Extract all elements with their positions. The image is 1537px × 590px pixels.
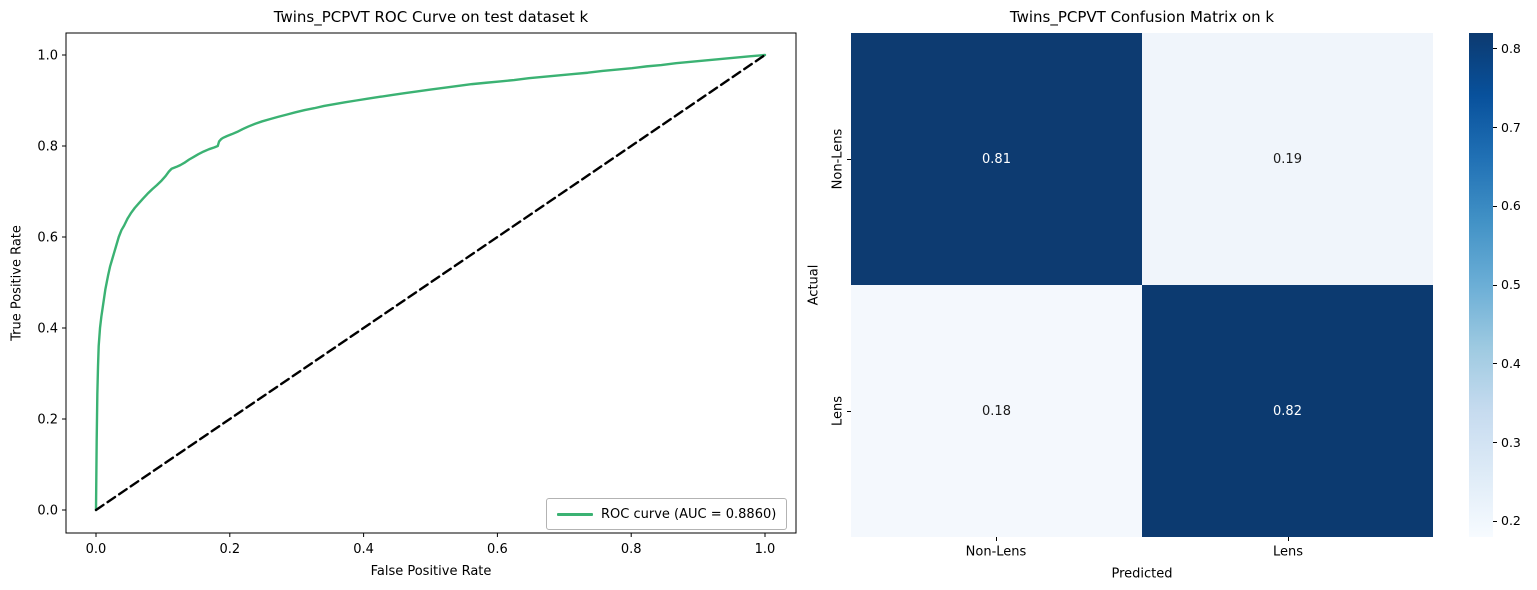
roc-y-tick-label: 0.0 — [37, 504, 58, 519]
colorbar-tick-label: 0.2 — [1501, 513, 1521, 529]
cm-y-tick — [847, 411, 851, 412]
roc-curve-line — [94, 53, 767, 512]
roc-plot-title: Twins_PCPVT ROC Curve on test dataset k — [273, 8, 589, 26]
colorbar-tick — [1493, 520, 1497, 522]
cm-x-tick — [1288, 537, 1289, 541]
roc-x-tick-label: 0.2 — [219, 542, 240, 557]
colorbar-tick — [1493, 284, 1497, 286]
colorbar-tick-label: 0.8 — [1501, 40, 1521, 56]
roc-y-tick-label: 0.2 — [37, 413, 58, 428]
colorbar-tick — [1493, 205, 1497, 207]
cm-cell: 0.19 — [1142, 33, 1433, 285]
roc-x-tick-label: 1.0 — [755, 542, 776, 557]
cm-x-axis-label: Predicted — [1111, 566, 1173, 582]
colorbar-tick — [1493, 127, 1497, 128]
cm-y-tick — [847, 159, 851, 160]
cm-x-tick — [996, 537, 997, 541]
confusion-matrix-heatmap: 0.81 0.19 0.18 0.82 — [851, 33, 1433, 537]
cm-y-tick-label-non-lens: Non-Lens — [830, 128, 846, 190]
colorbar-tick-label: 0.5 — [1501, 277, 1521, 292]
cm-plot-title: Twins_PCPVT Confusion Matrix on k — [1009, 8, 1275, 26]
cm-cell: 0.18 — [851, 285, 1142, 537]
colorbar-tick — [1493, 48, 1497, 50]
roc-legend-label: ROC curve (AUC = 0.8860) — [601, 506, 777, 522]
colorbar-tick-label: 0.4 — [1501, 355, 1521, 371]
roc-axes-frame — [65, 32, 797, 534]
roc-x-tick-label: 0.0 — [86, 542, 107, 557]
roc-y-tick-label: 0.8 — [37, 140, 58, 155]
colorbar-tick-label: 0.7 — [1501, 119, 1521, 135]
colorbar-tick-label: 0.3 — [1501, 434, 1521, 450]
colorbar-tick — [1493, 363, 1497, 365]
roc-x-tick-label: 0.6 — [487, 542, 508, 557]
roc-y-tick-label: 0.6 — [37, 231, 58, 246]
colorbar-tick — [1493, 442, 1497, 443]
roc-y-axis-label: True Positive Rate — [9, 225, 25, 341]
cm-cell: 0.81 — [851, 33, 1142, 285]
chance-diagonal-line — [94, 53, 767, 512]
colorbar — [1469, 33, 1493, 537]
roc-x-axis-label: False Positive Rate — [370, 564, 492, 579]
roc-y-tick-label: 1.0 — [37, 49, 58, 64]
cm-x-tick-label-non-lens: Non-Lens — [965, 544, 1027, 560]
cm-y-tick-label-lens: Lens — [830, 395, 846, 427]
roc-y-tick-label: 0.4 — [37, 322, 58, 337]
roc-legend: ROC curve (AUC = 0.8860) — [546, 498, 788, 530]
roc-x-tick-label: 0.4 — [353, 542, 374, 557]
cm-y-axis-label: Actual — [806, 264, 822, 306]
cm-x-tick-label-lens: Lens — [1272, 544, 1304, 560]
colorbar-tick-label: 0.6 — [1501, 198, 1521, 214]
roc-x-tick-label: 0.8 — [621, 542, 642, 557]
cm-cell: 0.82 — [1142, 285, 1433, 537]
roc-legend-line-sample — [557, 512, 593, 516]
roc-curve-plot: 0.0 0.2 0.4 0.6 0.8 1.0 0.0 0.2 0.4 0.6 0.8 1.0 — [37, 32, 797, 557]
